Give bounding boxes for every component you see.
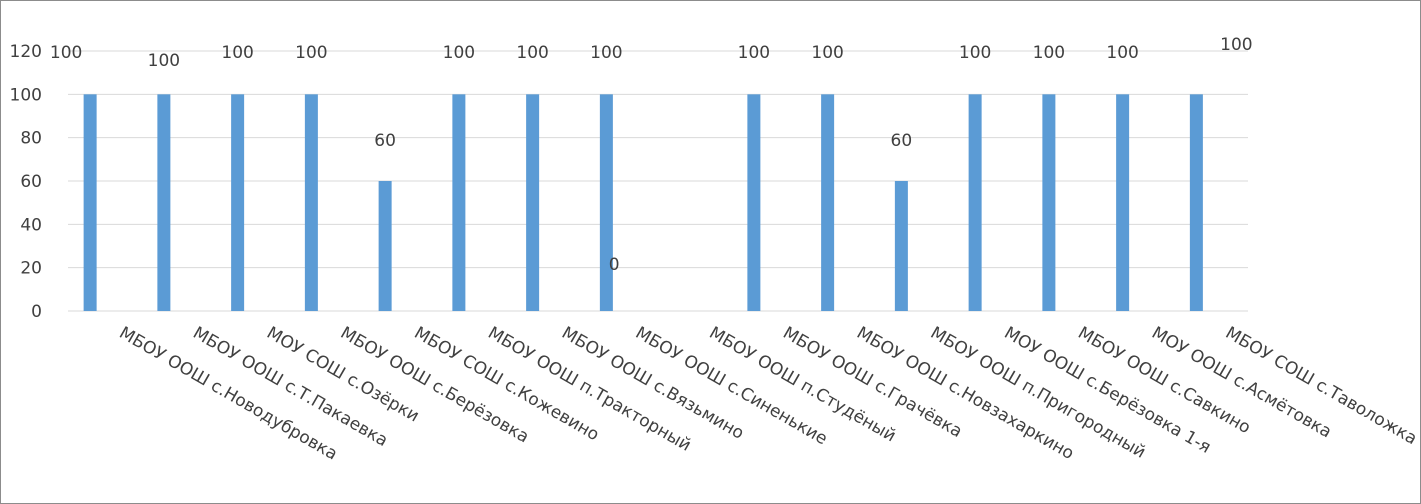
data-label: 100 [148, 51, 180, 71]
y-tick-label: 0 [31, 302, 42, 322]
bar [821, 94, 835, 311]
bar [1042, 94, 1056, 311]
y-tick-label: 60 [20, 172, 42, 192]
data-label: 100 [959, 43, 991, 63]
bar [526, 94, 540, 311]
data-label: 100 [1220, 35, 1252, 55]
data-label: 100 [1106, 43, 1138, 63]
data-label: 60 [891, 131, 913, 151]
data-label: 100 [738, 43, 770, 63]
data-label: 100 [516, 43, 548, 63]
bar [747, 94, 761, 311]
data-label: 100 [811, 43, 843, 63]
data-label: 100 [590, 43, 622, 63]
bar [894, 181, 908, 311]
data-label: 100 [295, 43, 327, 63]
bar [157, 94, 171, 311]
bar [83, 94, 97, 311]
bar [599, 94, 613, 311]
data-label: 0 [609, 255, 620, 275]
bar [378, 181, 392, 311]
bar [452, 94, 466, 311]
bar [304, 94, 318, 311]
y-tick-label: 80 [20, 129, 42, 149]
y-tick-label: 120 [10, 42, 42, 62]
y-tick-label: 100 [10, 85, 42, 105]
bar [1116, 94, 1130, 311]
data-label: 100 [443, 43, 475, 63]
data-label: 100 [1033, 43, 1065, 63]
data-label: 100 [221, 43, 253, 63]
bar [231, 94, 245, 311]
bar [1189, 94, 1203, 311]
data-label: 100 [50, 43, 82, 63]
y-tick-label: 40 [20, 215, 42, 235]
data-label: 60 [374, 131, 396, 151]
bar [968, 94, 982, 311]
y-tick-label: 20 [20, 259, 42, 279]
